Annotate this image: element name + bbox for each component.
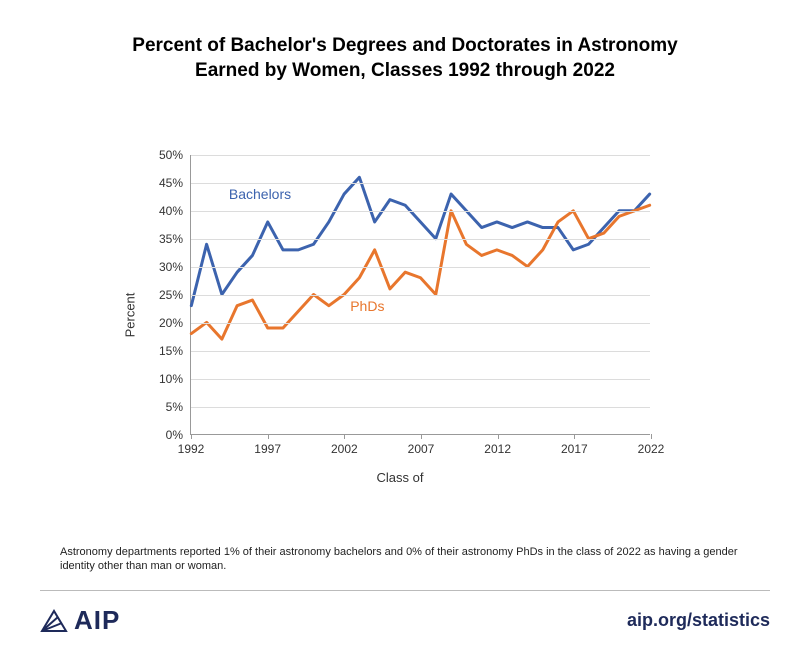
x-tick-label: 2007	[408, 442, 435, 456]
x-tick-label: 2012	[484, 442, 511, 456]
x-tick	[574, 434, 575, 439]
chart-title: Percent of Bachelor's Degrees and Doctor…	[0, 34, 810, 83]
x-tick	[344, 434, 345, 439]
y-tick-label: 50%	[159, 148, 183, 162]
grid-line	[191, 211, 650, 212]
chart-container: Percent 0%5%10%15%20%25%30%35%40%45%50%1…	[130, 155, 670, 475]
y-tick-label: 40%	[159, 204, 183, 218]
x-tick	[498, 434, 499, 439]
series-line-phds	[191, 205, 649, 339]
x-tick	[651, 434, 652, 439]
grid-line	[191, 183, 650, 184]
aip-logo-icon	[40, 609, 68, 633]
x-tick-label: 1992	[178, 442, 205, 456]
series-label-phds: PhDs	[350, 298, 384, 314]
y-tick-label: 10%	[159, 372, 183, 386]
y-tick-label: 35%	[159, 232, 183, 246]
x-tick-label: 1997	[254, 442, 281, 456]
grid-line	[191, 379, 650, 380]
x-tick	[268, 434, 269, 439]
grid-line	[191, 155, 650, 156]
footer: AIP aip.org/statistics	[40, 605, 770, 636]
x-tick-label: 2022	[638, 442, 665, 456]
title-line-1: Percent of Bachelor's Degrees and Doctor…	[0, 34, 810, 59]
aip-logo: AIP	[40, 605, 120, 636]
grid-line	[191, 323, 650, 324]
plot-area: 0%5%10%15%20%25%30%35%40%45%50%199219972…	[190, 155, 650, 435]
grid-line	[191, 351, 650, 352]
logo-text: AIP	[74, 605, 120, 636]
y-tick-label: 0%	[166, 428, 183, 442]
footnote: Astronomy departments reported 1% of the…	[60, 545, 750, 574]
grid-line	[191, 407, 650, 408]
title-line-2: Earned by Women, Classes 1992 through 20…	[0, 59, 810, 84]
y-tick-label: 25%	[159, 288, 183, 302]
footer-link[interactable]: aip.org/statistics	[627, 610, 770, 631]
y-tick-label: 5%	[166, 400, 183, 414]
grid-line	[191, 239, 650, 240]
x-tick	[191, 434, 192, 439]
x-tick-label: 2017	[561, 442, 588, 456]
y-tick-label: 20%	[159, 316, 183, 330]
x-tick	[421, 434, 422, 439]
y-tick-label: 15%	[159, 344, 183, 358]
grid-line	[191, 267, 650, 268]
y-tick-label: 30%	[159, 260, 183, 274]
y-axis-title: Percent	[123, 293, 138, 338]
x-tick-label: 2002	[331, 442, 358, 456]
footer-divider	[40, 590, 770, 591]
grid-line	[191, 295, 650, 296]
series-label-bachelors: Bachelors	[229, 186, 291, 202]
x-axis-title: Class of	[377, 470, 424, 485]
y-tick-label: 45%	[159, 176, 183, 190]
